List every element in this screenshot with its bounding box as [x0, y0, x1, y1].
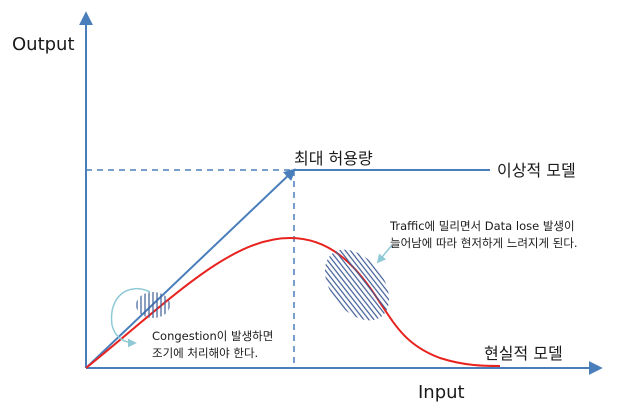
ideal-model-label: 이상적 모델 — [497, 161, 576, 180]
congestion-annotation-line1: Congestion이 발생하면 — [152, 329, 273, 343]
congestion-hatch-ellipse — [136, 292, 170, 318]
real-model-label: 현실적 모델 — [484, 344, 563, 363]
data-loss-callout-arrow — [376, 244, 393, 264]
max-capacity-label: 최대 허용량 — [294, 149, 373, 168]
traffic-annotation-line2: 늘어남에 따라 현저하게 느려지게 된다. — [390, 236, 578, 250]
congestion-annotation-line2: 조기에 처리해야 한다. — [152, 346, 258, 360]
traffic-annotation-line1: Traffic에 밀리면서 Data lose 발생이 — [389, 219, 575, 233]
y-axis-label: Output — [12, 34, 75, 55]
ideal-model-ramp — [85, 168, 296, 369]
x-axis-label: Input — [418, 382, 465, 403]
congestion-callout-arrow — [110, 287, 151, 348]
data-loss-hatch-ellipse — [324, 249, 390, 321]
